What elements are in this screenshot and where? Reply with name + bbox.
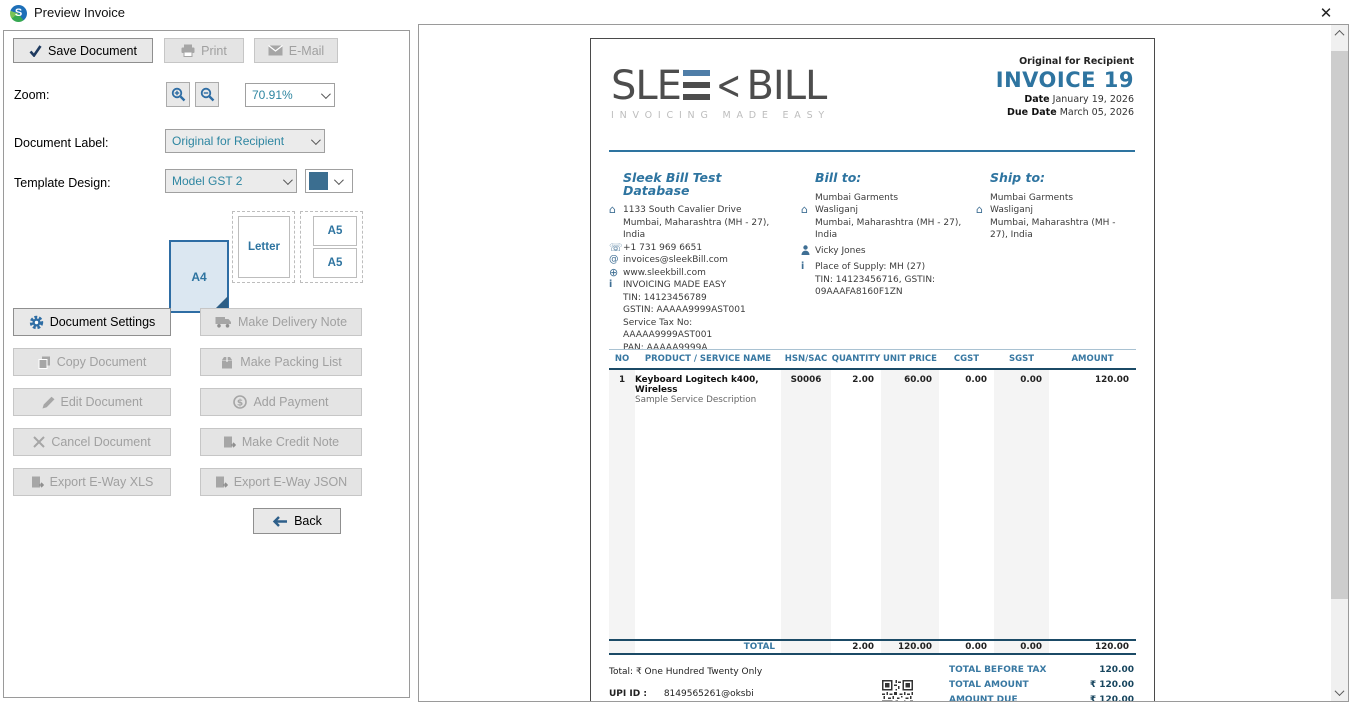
make-delivery-note-button[interactable]: Make Delivery Note xyxy=(200,308,362,336)
date-label: Date xyxy=(1024,94,1050,105)
document-arrow-icon xyxy=(223,436,236,448)
table-total-row: TOTAL 2.00 120.00 0.00 0.00 120.00 xyxy=(609,639,1136,655)
vertical-scrollbar[interactable] xyxy=(1331,25,1348,701)
x-icon xyxy=(33,436,46,448)
seller-block: Sleek Bill Test Database ⌂ 1133 South Ca… xyxy=(609,170,791,354)
dollar-icon: $ xyxy=(233,395,248,409)
make-credit-note-button[interactable]: Make Credit Note xyxy=(200,428,362,456)
home-icon: ⌂ xyxy=(976,203,983,216)
chevron-down-icon xyxy=(333,174,344,185)
document-arrow-icon xyxy=(31,476,44,488)
envelope-icon xyxy=(267,45,283,56)
email-button[interactable]: E-Mail xyxy=(254,38,338,63)
cancel-document-button[interactable]: Cancel Document xyxy=(13,428,171,456)
summary-row: TOTAL BEFORE TAX 120.00 xyxy=(949,665,1134,675)
printer-icon xyxy=(181,44,195,57)
check-icon xyxy=(29,44,42,57)
total-in-words: Total: ₹ One Hundred Twenty Only xyxy=(609,667,763,677)
color-swatch xyxy=(309,172,328,190)
package-icon xyxy=(222,356,233,368)
due-date-value: March 05, 2026 xyxy=(1059,107,1134,118)
scroll-up-icon[interactable] xyxy=(1331,25,1348,42)
info-icon: i xyxy=(801,261,805,272)
date-value: January 19, 2026 xyxy=(1052,94,1134,105)
zoom-out-button[interactable] xyxy=(195,82,219,107)
bill-to-heading: Bill to: xyxy=(815,170,862,185)
zoom-label: Zoom: xyxy=(14,88,50,102)
qr-code xyxy=(882,680,913,701)
app-logo-icon: S xyxy=(10,5,27,22)
scrollbar-thumb[interactable] xyxy=(1331,51,1348,599)
back-button[interactable]: Back xyxy=(253,508,341,534)
logo-e-bars-icon xyxy=(682,69,710,100)
bill-to-block: Bill to: Mumbai Garments ⌂ Wasliganj Mum… xyxy=(801,170,969,299)
paper-size-a5-group[interactable]: A5 A5 xyxy=(300,211,363,283)
scroll-down-icon[interactable] xyxy=(1331,684,1348,701)
svg-text:$: $ xyxy=(237,398,243,408)
due-date-label: Due Date xyxy=(1006,107,1057,118)
home-icon: ⌂ xyxy=(801,203,808,216)
make-packing-list-button[interactable]: Make Packing List xyxy=(200,348,362,376)
pencil-icon xyxy=(42,396,54,408)
edit-document-button[interactable]: Edit Document xyxy=(13,388,171,416)
document-label-select[interactable]: Original for Recipient xyxy=(165,129,325,153)
zoom-in-button[interactable] xyxy=(166,82,190,107)
close-icon[interactable]: ✕ xyxy=(1319,5,1333,22)
document-label-label: Document Label: xyxy=(14,136,109,150)
back-arrow-icon xyxy=(272,515,288,527)
copy-label: Original for Recipient xyxy=(1019,56,1134,67)
home-icon: ⌂ xyxy=(609,203,616,216)
chevron-down-icon xyxy=(282,174,293,185)
items-table: NO PRODUCT / SERVICE NAME HSN/SAC QUANTI… xyxy=(609,349,1136,655)
document-settings-button[interactable]: Document Settings xyxy=(13,308,171,336)
document-arrow-icon xyxy=(215,476,228,488)
copy-document-button[interactable]: Copy Document xyxy=(13,348,171,376)
template-design-label: Template Design: xyxy=(14,176,111,190)
info-icon: i xyxy=(609,279,613,290)
ship-to-heading: Ship to: xyxy=(990,170,1046,185)
totals-summary: TOTAL BEFORE TAX 120.00 TOTAL AMOUNT ₹ 1… xyxy=(949,665,1134,702)
copy-icon xyxy=(38,356,50,369)
paper-size-a5-bottom[interactable]: A5 xyxy=(313,248,357,278)
zoom-out-icon xyxy=(200,87,214,102)
paper-size-a4[interactable]: A4 xyxy=(169,240,229,313)
window-title: Preview Invoice xyxy=(34,5,126,20)
save-document-button[interactable]: Save Document xyxy=(13,38,153,63)
person-icon xyxy=(801,244,815,260)
zoom-in-icon xyxy=(171,87,185,102)
summary-row: AMOUNT DUE ₹ 120.00 xyxy=(949,695,1134,702)
invoice-page: SLE < BILL INVOICING MADE EASY Original fo… xyxy=(590,38,1155,702)
gear-icon xyxy=(29,315,43,329)
header-rule xyxy=(609,150,1135,152)
paper-size-a5-top[interactable]: A5 xyxy=(313,216,357,246)
chevron-down-icon xyxy=(320,88,331,99)
sleekbill-logo: SLE < BILL INVOICING MADE EASY xyxy=(611,63,831,121)
summary-row: TOTAL AMOUNT ₹ 120.00 xyxy=(949,680,1134,690)
controls-panel: Save Document Print E-Mail Zoom: 70.91% xyxy=(3,30,410,698)
print-button[interactable]: Print xyxy=(164,38,244,63)
chevron-down-icon xyxy=(310,134,321,145)
table-row: 1 Keyboard Logitech k400, Wireless Sampl… xyxy=(618,375,1129,405)
titlebar: S Preview Invoice ✕ xyxy=(0,0,1349,26)
zoom-percent-select[interactable]: 70.91% xyxy=(245,83,335,107)
add-payment-button[interactable]: $ Add Payment xyxy=(200,388,362,416)
seller-name: Sleek Bill Test Database xyxy=(623,170,722,198)
paper-size-letter[interactable]: Letter xyxy=(232,211,295,283)
invoice-title: INVOICE 19 xyxy=(995,68,1134,92)
upi-id: UPI ID : 8149565261@oksbi xyxy=(609,689,754,699)
items-table-body: 1 Keyboard Logitech k400, Wireless Sampl… xyxy=(609,370,1136,639)
truck-icon xyxy=(215,317,231,328)
ship-to-block: Ship to: Mumbai Garments ⌂ Wasliganj Mum… xyxy=(976,170,1136,242)
template-design-select[interactable]: Model GST 2 xyxy=(165,169,297,193)
template-color-select[interactable] xyxy=(305,169,353,193)
items-table-header: NO PRODUCT / SERVICE NAME HSN/SAC QUANTI… xyxy=(609,349,1136,370)
export-eway-xls-button[interactable]: Export E-Way XLS xyxy=(13,468,171,496)
invoice-preview-panel: SLE < BILL INVOICING MADE EASY Original fo… xyxy=(418,24,1349,702)
phone-icon: ☏ xyxy=(609,240,623,254)
at-icon: @ xyxy=(609,254,619,265)
export-eway-json-button[interactable]: Export E-Way JSON xyxy=(200,468,362,496)
globe-icon: ⊕ xyxy=(609,265,619,279)
logo-tagline: INVOICING MADE EASY xyxy=(611,110,831,121)
